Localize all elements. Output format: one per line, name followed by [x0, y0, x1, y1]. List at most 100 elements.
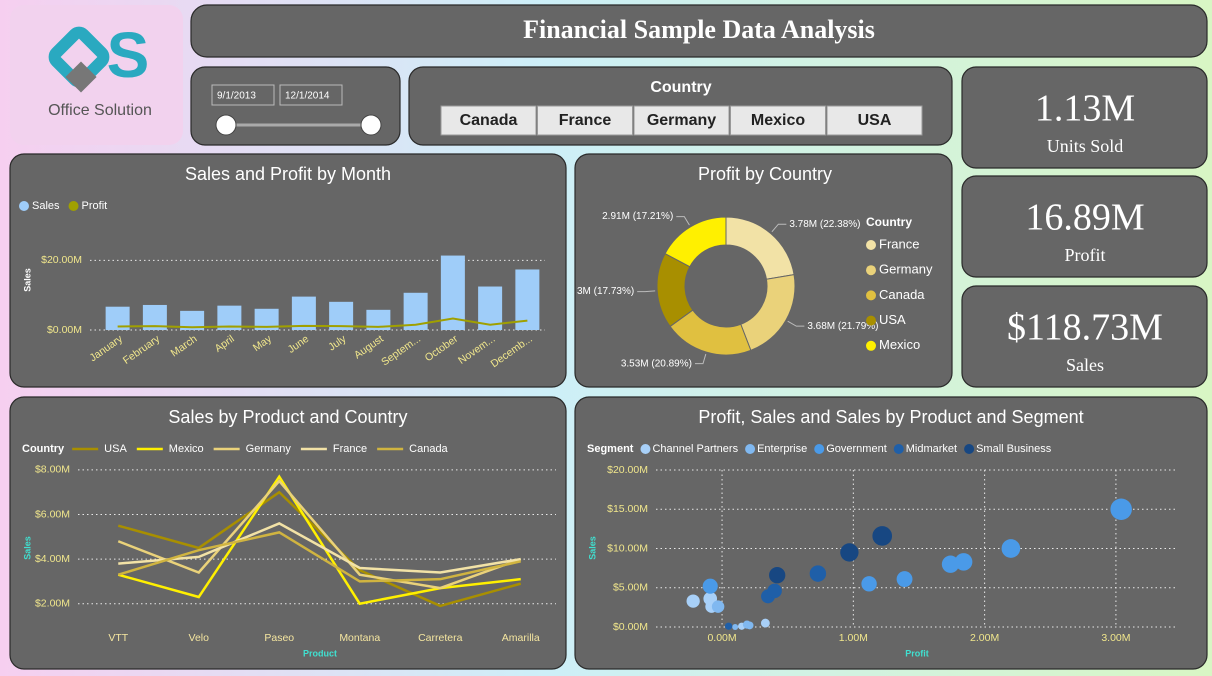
- legend-title: Country: [866, 215, 912, 229]
- card-label: Sales: [1066, 355, 1104, 375]
- x-tick-label: 1.00M: [839, 632, 868, 644]
- card-panel: [961, 285, 1208, 388]
- logo-panel: [10, 5, 183, 145]
- legend-label: Channel Partners: [652, 443, 738, 455]
- legend-label: Canada: [879, 287, 925, 302]
- slicer-button[interactable]: [440, 105, 537, 136]
- x-tick-label: Velo: [189, 632, 210, 644]
- y-tick-label: $4.00M: [35, 553, 70, 565]
- leader-line: [676, 216, 690, 226]
- y-tick-label: $5.00M: [613, 582, 648, 594]
- legend-label: France: [333, 443, 367, 455]
- data-label: 3.68M (21.79%): [807, 321, 878, 332]
- card-value: $118.73M: [1007, 307, 1163, 349]
- legend-marker: [640, 444, 651, 454]
- card-label: Profit: [1064, 245, 1105, 265]
- legend-label: France: [879, 236, 919, 251]
- bar: [515, 269, 540, 330]
- chart-title: Profit, Sales and Sales by Product and S…: [698, 407, 1083, 427]
- line: [117, 531, 522, 583]
- bubble: [769, 567, 786, 584]
- bubble: [941, 555, 960, 573]
- slicer-option: France: [559, 112, 612, 129]
- date-box[interactable]: [279, 84, 343, 106]
- legend-marker: [814, 444, 825, 454]
- x-tick-label: 2.00M: [970, 632, 999, 644]
- bubble: [724, 622, 733, 630]
- data-label: 3.78M (22.38%): [789, 219, 860, 230]
- slicer-button[interactable]: [537, 105, 633, 136]
- legend-label: Small Business: [976, 443, 1052, 455]
- svg-text:S: S: [107, 19, 150, 91]
- line: [117, 474, 521, 606]
- y-tick-label: $10.00M: [607, 542, 648, 554]
- line: [118, 522, 521, 574]
- legend-marker: [866, 240, 876, 250]
- donut-slice: [664, 216, 727, 268]
- legend-label: Enterprise: [757, 443, 807, 455]
- line: [117, 490, 522, 608]
- data-label: 3.53M (20.89%): [621, 358, 692, 369]
- logo-text: Office Solution: [48, 102, 152, 119]
- slicer-title: Country: [650, 79, 711, 96]
- x-tick-label: Paseo: [264, 632, 294, 644]
- date-box[interactable]: [211, 84, 275, 106]
- x-tick-label: 3.00M: [1101, 632, 1130, 644]
- leader-line: [771, 223, 787, 233]
- card-value: 1.13M: [1035, 88, 1135, 130]
- legend-label: Sales: [32, 200, 60, 212]
- bubble: [702, 578, 718, 594]
- slicer-button[interactable]: [633, 105, 730, 136]
- y-tick-label: $15.00M: [607, 503, 648, 515]
- legend-label: Canada: [409, 443, 448, 455]
- slider-handle[interactable]: [360, 114, 382, 136]
- legend-marker: [68, 201, 79, 211]
- bubble: [861, 576, 877, 592]
- legend-marker: [866, 290, 876, 301]
- y-tick-label: $0.00M: [613, 621, 648, 633]
- bar: [105, 306, 130, 330]
- bubble: [840, 543, 859, 562]
- bubble: [767, 583, 782, 599]
- leader-line: [637, 290, 656, 293]
- slider-handle[interactable]: [215, 114, 237, 136]
- slicer-button[interactable]: [826, 105, 923, 136]
- legend-marker: [866, 340, 876, 351]
- card-label: Units Sold: [1047, 136, 1124, 156]
- legend-marker: [964, 444, 975, 454]
- slicer-option: Canada: [460, 112, 518, 129]
- bubble: [1001, 539, 1021, 558]
- bubble: [954, 553, 973, 571]
- y-tick-label: $8.00M: [35, 464, 70, 476]
- chart-title: Profit by Country: [698, 164, 832, 184]
- line: [117, 479, 522, 590]
- legend-label: Germany: [879, 262, 933, 277]
- y-axis-label: Sales: [587, 536, 597, 560]
- bubble: [809, 565, 827, 582]
- legend-marker: [866, 265, 876, 276]
- legend-title: Country: [22, 443, 65, 455]
- y-axis-label: Sales: [22, 536, 32, 560]
- legend-marker: [866, 315, 876, 326]
- y-tick-label: $20.00M: [41, 254, 82, 266]
- data-label: 3M (17.73%): [577, 286, 634, 297]
- legend-title: Segment: [587, 443, 634, 455]
- x-axis-label: Product: [303, 648, 337, 658]
- data-label: 2.91M (17.21%): [602, 211, 673, 222]
- bar: [180, 310, 205, 330]
- card-value: 16.89M: [1025, 197, 1144, 239]
- legend-label: Government: [826, 443, 887, 455]
- date-end: 12/1/2014: [285, 91, 330, 102]
- slicer-button[interactable]: [730, 105, 826, 136]
- bubble: [760, 618, 770, 628]
- y-tick-label: $0.00M: [47, 324, 82, 336]
- legend-marker: [893, 444, 904, 454]
- bubble: [745, 621, 754, 630]
- legend-marker: [745, 444, 756, 454]
- x-tick-label: Montana: [339, 632, 380, 644]
- bubble: [896, 571, 913, 588]
- card-panel: [961, 175, 1208, 278]
- chart-title: Sales and Profit by Month: [185, 164, 391, 184]
- x-tick-label: Carretera: [418, 632, 463, 644]
